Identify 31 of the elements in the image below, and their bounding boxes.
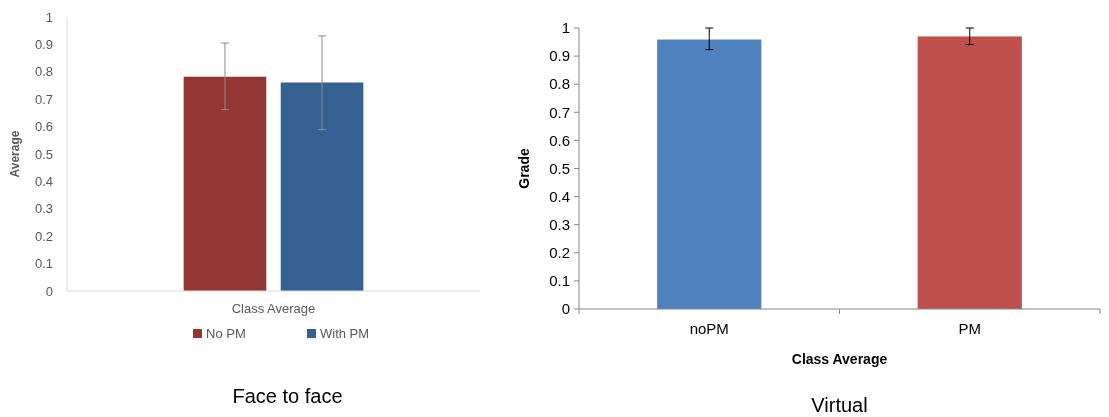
text: Face to face [232,385,343,407]
y-tick-label: 0.9 [549,47,570,65]
y-tick-label: 0.3 [34,201,53,217]
y-axis-title: Average [8,130,22,178]
y-tick-label: 0.7 [549,103,570,121]
y-tick-label: 0.6 [549,131,570,149]
y-tick-label: 0.2 [34,228,53,244]
y-tick-label: 0.3 [549,215,570,233]
y-tick-label: 1 [561,19,570,37]
x-axis-title: Class Average [791,351,888,367]
y-tick-label: 0.4 [34,173,53,189]
y-axis-title: Grade [516,148,532,189]
y-tick-label: 0.8 [34,64,53,80]
y-tick-label: 0.5 [34,146,53,162]
x-tick-label: noPM [689,320,729,337]
legend-label: No PM [206,326,246,341]
x-tick-label: PM [958,320,981,337]
y-tick-label: 0.1 [549,272,570,290]
text: Virtual [811,394,868,416]
y-tick-label: 1 [45,9,53,25]
y-tick-label: 0.8 [549,75,570,93]
y-tick-label: 0.7 [34,91,53,107]
y-tick-label: 0.1 [34,256,53,272]
y-tick-label: 0.5 [549,159,570,177]
y-tick-label: 0.4 [549,187,570,205]
legend-label: With PM [320,326,370,341]
y-tick-label: 0.2 [549,244,570,262]
y-tick-label: 0 [561,300,570,318]
y-tick-label: 0.6 [34,119,53,135]
y-tick-label: 0 [45,283,53,299]
y-tick-label: 0.9 [34,36,53,52]
